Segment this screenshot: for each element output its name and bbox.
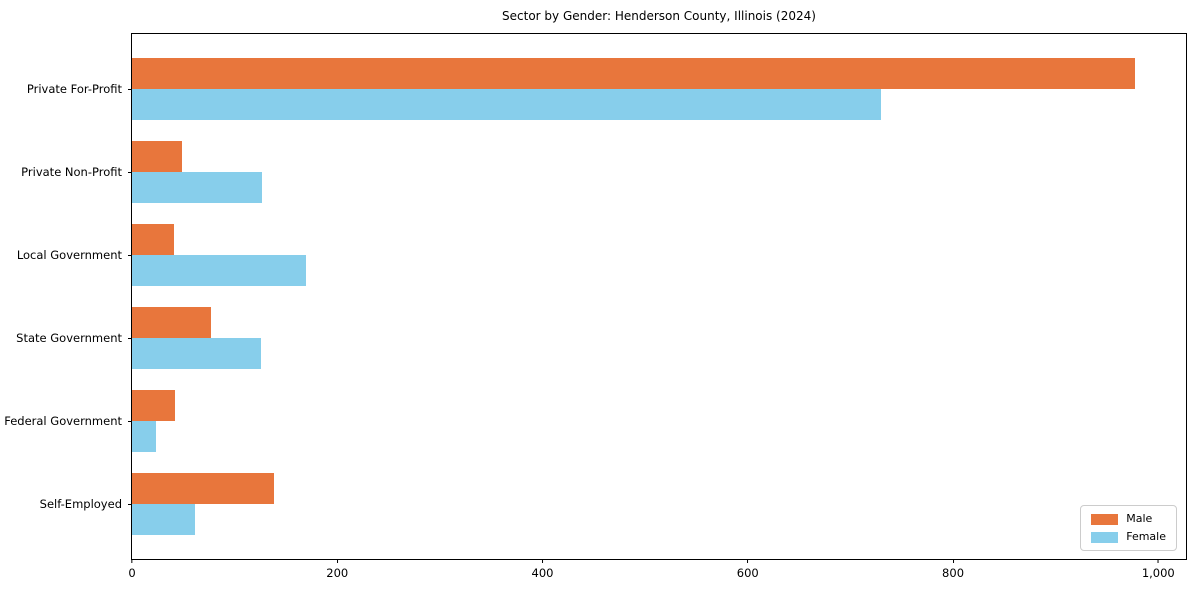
bar-male (132, 140, 183, 172)
x-tick-label: 800 (942, 566, 965, 580)
category-row: Local Government (17, 213, 1186, 296)
category-row: State Government (16, 297, 1186, 380)
y-axis-label: Local Government (16, 247, 122, 262)
y-axis-label: Private For-Profit (26, 81, 122, 96)
category-row: Private For-Profit (27, 47, 1186, 130)
bar-female (132, 504, 195, 536)
bar-male (132, 223, 175, 255)
bar-female (132, 171, 263, 203)
y-tick-mark (128, 254, 132, 256)
y-axis-label: Private Non-Profit (21, 164, 122, 179)
category-row: Self-Employed (40, 463, 1186, 546)
legend-entry-male: Male (1091, 513, 1166, 525)
x-tick-mark (1157, 559, 1159, 563)
y-tick-mark (128, 504, 132, 506)
x-tick: 1,000 (1142, 559, 1175, 580)
y-tick-mark (128, 88, 132, 90)
y-axis-label: Self-Employed (39, 497, 122, 512)
legend-label-male: Male (1126, 512, 1153, 525)
bar-male (132, 473, 274, 505)
bar-rows: Private For-Profit Private Non-Profit Loca… (4, 34, 1186, 559)
x-tick: 400 (531, 559, 554, 580)
category-row: Federal Government (4, 380, 1186, 463)
legend-swatch-female (1091, 531, 1119, 543)
bar-male (132, 57, 1135, 89)
x-tick-label: 1,000 (1141, 566, 1175, 580)
x-tick-mark (542, 559, 544, 563)
bar-female (132, 421, 156, 453)
x-tick-mark (131, 559, 133, 563)
y-tick-mark (128, 338, 132, 340)
y-axis-label: Federal Government (4, 414, 122, 429)
x-tick-label: 200 (326, 566, 349, 580)
bar-male (132, 307, 212, 339)
x-tick-mark (747, 559, 749, 563)
y-tick-mark (128, 421, 132, 423)
x-tick-mark (952, 559, 954, 563)
legend-entry-female: Female (1091, 531, 1166, 543)
legend-swatch-male (1091, 513, 1119, 525)
x-tick-label: 0 (128, 566, 136, 580)
bar-female (132, 88, 882, 120)
chart-title: Sector by Gender: Henderson County, Illi… (502, 9, 816, 23)
bar-female (132, 254, 307, 286)
y-axis-label: State Government (16, 331, 122, 346)
x-tick: 800 (942, 559, 964, 580)
y-tick-mark (128, 171, 132, 173)
x-tick-mark (336, 559, 338, 563)
legend-label-female: Female (1126, 530, 1166, 543)
bar-male (132, 390, 176, 422)
x-tick-label: 400 (531, 566, 554, 580)
plot-area: Private For-Profit Private Non-Profit Loca… (4, 33, 1187, 580)
bar-female (132, 338, 262, 370)
x-tick: 200 (326, 559, 348, 580)
category-row: Private Non-Profit (21, 130, 1186, 213)
x-tick: 0 (128, 559, 136, 580)
x-tick: 600 (737, 559, 759, 580)
x-tick-label: 600 (736, 566, 759, 580)
legend: Male Female (1080, 505, 1177, 551)
